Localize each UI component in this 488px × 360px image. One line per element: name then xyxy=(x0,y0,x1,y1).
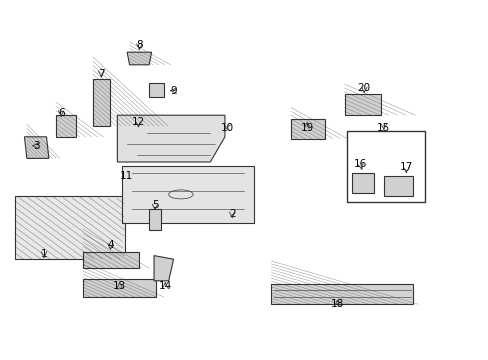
Polygon shape xyxy=(83,252,139,268)
Text: 14: 14 xyxy=(158,281,172,291)
Polygon shape xyxy=(383,176,412,196)
Text: 1: 1 xyxy=(41,249,47,259)
Text: 4: 4 xyxy=(107,240,114,250)
Text: 16: 16 xyxy=(353,159,366,169)
Polygon shape xyxy=(56,115,76,137)
Text: 15: 15 xyxy=(376,123,390,133)
Text: 18: 18 xyxy=(330,299,344,309)
Polygon shape xyxy=(127,52,151,65)
Polygon shape xyxy=(149,209,161,230)
Text: 17: 17 xyxy=(399,162,412,172)
Bar xyxy=(346,131,425,202)
Polygon shape xyxy=(271,284,412,304)
Text: 6: 6 xyxy=(58,108,64,118)
Polygon shape xyxy=(344,94,381,115)
Text: 12: 12 xyxy=(131,117,145,127)
Polygon shape xyxy=(131,119,145,130)
Text: 2: 2 xyxy=(228,209,235,219)
Polygon shape xyxy=(117,115,224,162)
Text: 7: 7 xyxy=(98,69,104,79)
Polygon shape xyxy=(290,119,325,139)
Polygon shape xyxy=(93,79,110,126)
Polygon shape xyxy=(154,256,173,281)
Polygon shape xyxy=(351,173,373,193)
Text: 19: 19 xyxy=(300,123,313,133)
Text: 11: 11 xyxy=(119,171,133,181)
Text: 3: 3 xyxy=(33,141,40,151)
Polygon shape xyxy=(83,279,156,297)
Text: 8: 8 xyxy=(136,40,142,50)
Text: 20: 20 xyxy=(357,83,370,93)
Polygon shape xyxy=(15,196,124,259)
Text: 10: 10 xyxy=(221,123,233,133)
Text: 9: 9 xyxy=(170,86,177,96)
Polygon shape xyxy=(24,137,49,158)
Text: 13: 13 xyxy=(113,281,126,291)
Polygon shape xyxy=(149,83,163,97)
Polygon shape xyxy=(122,166,254,223)
Text: 5: 5 xyxy=(151,200,158,210)
